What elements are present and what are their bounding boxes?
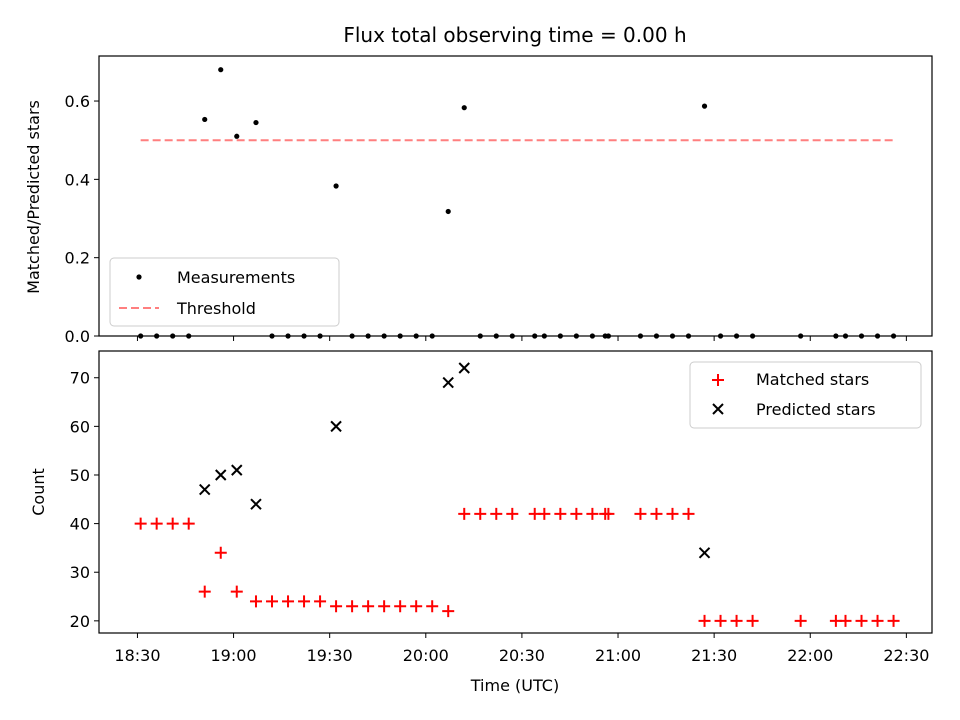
measurement-point bbox=[234, 133, 240, 139]
bottom-y-tick-label: 30 bbox=[70, 563, 90, 582]
legend-matched-marker bbox=[712, 374, 724, 386]
matched-star-marker bbox=[426, 600, 439, 613]
matched-star-marker bbox=[346, 600, 359, 613]
bottom-axes-frame bbox=[98, 350, 933, 634]
ratio-panel: Flux total observing time = 0.00 h Match… bbox=[24, 23, 933, 346]
matched-star-marker bbox=[330, 600, 343, 613]
predicted-star-marker bbox=[199, 483, 211, 496]
matched-star-marker bbox=[282, 595, 295, 608]
matched-star-marker bbox=[570, 507, 583, 520]
x-axis-label: Time (UTC) bbox=[470, 676, 559, 695]
matched-star-marker bbox=[410, 600, 423, 613]
matched-star-marker bbox=[150, 517, 163, 530]
bottom-x-tick-label: 22:30 bbox=[883, 646, 929, 665]
matched-star-marker bbox=[214, 546, 227, 559]
matched-star-marker bbox=[474, 507, 487, 520]
matched-star-marker bbox=[602, 507, 615, 520]
bottom-y-tick-label: 60 bbox=[70, 417, 90, 436]
matched-star-marker bbox=[166, 517, 179, 530]
matched-star-marker bbox=[887, 614, 900, 627]
matched-star-marker bbox=[794, 614, 807, 627]
top-legend-box bbox=[109, 257, 340, 327]
legend-measurements-marker bbox=[136, 274, 142, 280]
matched-star-marker bbox=[634, 507, 647, 520]
matched-star-marker bbox=[442, 605, 455, 618]
matched-star-marker bbox=[458, 507, 471, 520]
legend-threshold-label: Threshold bbox=[176, 299, 256, 318]
matched-star-marker bbox=[538, 507, 551, 520]
top-y-tick-label: 0.6 bbox=[65, 92, 90, 111]
matched-star-marker bbox=[855, 614, 868, 627]
matched-star-marker bbox=[198, 585, 211, 598]
bottom-x-tick-label: 22:00 bbox=[787, 646, 833, 665]
predicted-star-marker bbox=[330, 420, 342, 433]
top-y-tick-label: 0.0 bbox=[65, 327, 90, 346]
bottom-x-tick-label: 20:30 bbox=[499, 646, 545, 665]
bottom-x-tick-label: 21:00 bbox=[595, 646, 641, 665]
matched-star-marker bbox=[378, 600, 391, 613]
predicted-star-marker bbox=[231, 464, 243, 476]
bottom-x-tick-label: 21:30 bbox=[691, 646, 737, 665]
matched-star-marker bbox=[314, 595, 327, 608]
matched-star-marker bbox=[134, 517, 147, 530]
predicted-star-marker bbox=[698, 547, 711, 559]
matched-star-marker bbox=[362, 600, 375, 613]
bottom-x-tick-label: 20:00 bbox=[403, 646, 449, 665]
measurement-point bbox=[333, 183, 339, 189]
top-legend: Measurements Threshold bbox=[109, 257, 340, 327]
bottom-x-tick-label: 19:30 bbox=[307, 646, 353, 665]
legend-predicted-marker bbox=[712, 403, 724, 415]
legend-predicted-label: Predicted stars bbox=[756, 400, 876, 419]
matched-star-marker bbox=[666, 507, 679, 520]
legend-matched-label: Matched stars bbox=[756, 370, 869, 389]
count-panel: Count Time (UTC) 20 30 40 50 60 70 18:30 19:00 1… bbox=[29, 350, 933, 695]
legend-measurements-label: Measurements bbox=[177, 268, 295, 287]
matched-star-marker bbox=[249, 595, 262, 608]
matched-star-marker bbox=[714, 614, 727, 627]
top-axes-frame bbox=[98, 55, 933, 337]
matched-star-marker bbox=[554, 507, 567, 520]
count-plot-area: 20 30 40 50 60 70 18:30 19:00 19:30 20:00 20:30 21:… bbox=[70, 362, 929, 665]
matched-star-marker bbox=[230, 585, 243, 598]
bottom-x-tick-label: 18:30 bbox=[114, 646, 160, 665]
matched-star-marker bbox=[650, 507, 663, 520]
matched-star-marker bbox=[682, 507, 695, 520]
bottom-y-tick-label: 40 bbox=[70, 515, 90, 534]
matched-star-marker bbox=[698, 614, 711, 627]
predicted-star-marker bbox=[458, 362, 470, 374]
matched-star-marker bbox=[839, 614, 852, 627]
predicted-star-marker bbox=[215, 469, 227, 481]
matched-star-marker bbox=[394, 600, 407, 613]
matched-star-marker bbox=[490, 507, 503, 520]
bottom-x-tick-label: 19:00 bbox=[211, 646, 257, 665]
matched-star-marker bbox=[871, 614, 884, 627]
chart-title: Flux total observing time = 0.00 h bbox=[343, 23, 686, 47]
bottom-legend: Matched stars Predicted stars bbox=[689, 361, 922, 429]
bottom-y-tick-label: 50 bbox=[70, 466, 90, 485]
top-y-axis-label: Matched/Predicted stars bbox=[24, 100, 43, 294]
bottom-y-tick-label: 70 bbox=[70, 369, 90, 388]
top-y-tick-label: 0.4 bbox=[65, 170, 90, 189]
matched-star-marker bbox=[730, 614, 743, 627]
matched-star-marker bbox=[586, 507, 599, 520]
matched-star-marker bbox=[506, 507, 519, 520]
measurement-point bbox=[461, 105, 467, 111]
top-y-tick-label: 0.2 bbox=[65, 249, 90, 268]
matched-star-marker bbox=[746, 614, 759, 627]
measurement-point bbox=[701, 103, 708, 109]
measurement-point bbox=[253, 119, 259, 126]
bottom-legend-box bbox=[689, 361, 922, 429]
matched-star-marker bbox=[298, 595, 311, 608]
matched-star-marker bbox=[182, 517, 195, 530]
bottom-y-axis-label: Count bbox=[29, 468, 48, 516]
predicted-star-marker bbox=[442, 376, 454, 389]
measurement-point bbox=[445, 208, 451, 215]
bottom-y-tick-label: 20 bbox=[70, 612, 90, 631]
predicted-star-marker bbox=[250, 498, 262, 510]
matched-star-marker bbox=[266, 595, 279, 608]
measurement-point bbox=[218, 67, 224, 73]
measurement-point bbox=[202, 116, 208, 123]
